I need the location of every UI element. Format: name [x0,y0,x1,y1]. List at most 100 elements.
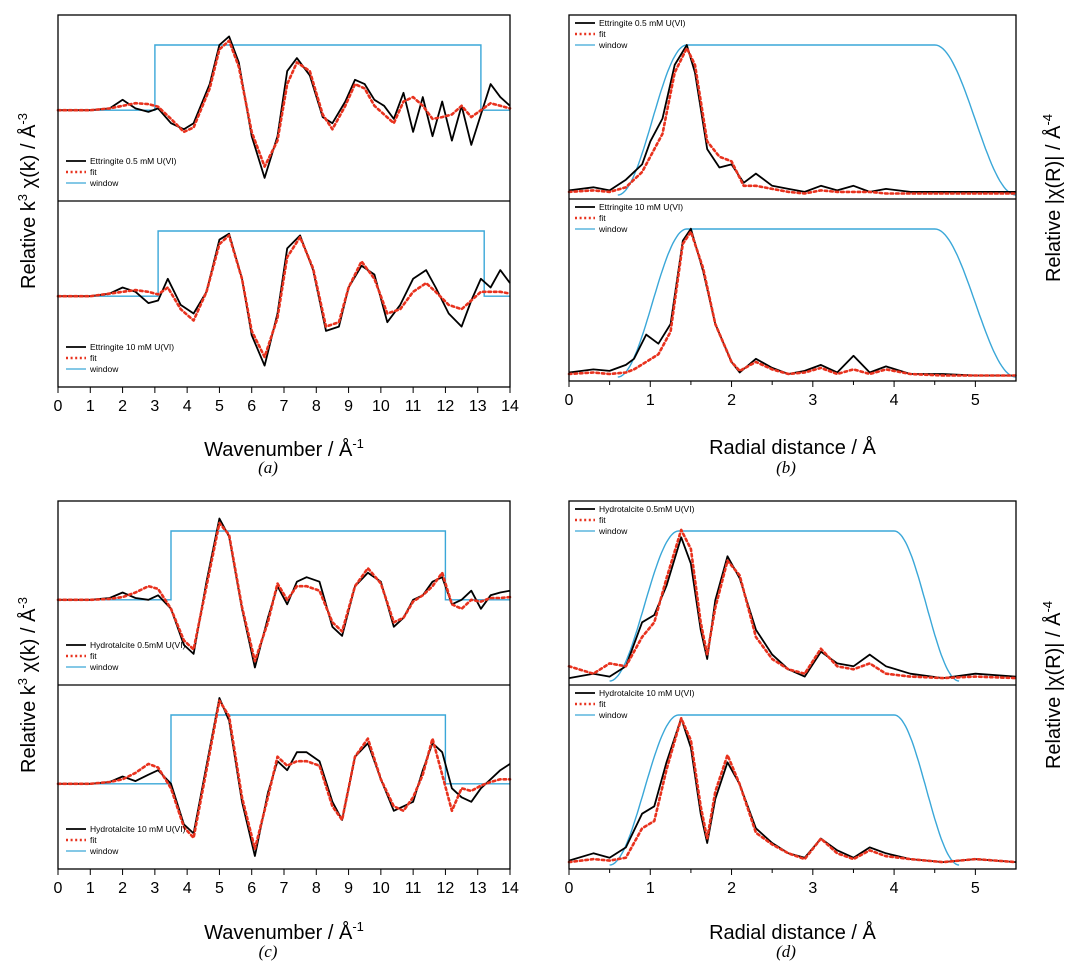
y-axis-title: Relative k3 χ(k) / Å-3 [15,113,40,289]
x-tick-label: 3 [150,880,159,897]
x-tick-label: 2 [118,880,127,897]
fit-series [56,234,512,359]
x-tick-label: 1 [86,880,95,897]
x-tick-label: 2 [118,398,127,415]
window-line [58,530,510,601]
y-axis-title: Relative |χ(R)| / Å-4 [1040,114,1065,282]
legend-entry: window [89,364,119,374]
legend-entry: window [598,224,628,234]
fit-series [56,521,512,663]
legend-entry: fit [599,515,606,525]
x-tick-label: 7 [280,398,289,415]
x-tick-label: 12 [437,880,455,897]
x-tick-label: 5 [215,880,224,897]
x-tick-label: 3 [150,398,159,415]
window-line [58,714,510,785]
window-line [617,228,1017,378]
legend-entry: window [89,662,119,672]
x-tick-label: 6 [247,880,256,897]
x-tick-label: 10 [372,398,390,415]
x-tick-label: 5 [971,880,980,897]
plot-frame [568,14,1017,382]
x-axis-title: Wavenumber / Å-1 [204,919,364,944]
x-axis-title: Radial distance / Å [709,921,876,944]
x-tick-label: 9 [344,880,353,897]
legend-entry: Ettringite 10 mM U(VI) [599,202,683,212]
legend-entry: window [598,526,628,536]
panel-b: Ettringite 0.5 mM U(VI)fitwindowEttringi… [565,14,1065,477]
x-tick-label: 4 [183,880,192,897]
x-tick-label: 9 [344,398,353,415]
legend-entry: Hydrotalcite 10 mM U(VI) [90,824,186,834]
panel-label: (d) [776,942,796,961]
window-line [58,44,510,111]
x-tick-label: 11 [405,880,422,897]
x-tick-label: 8 [312,880,321,897]
x-tick-label: 0 [565,392,574,409]
panel-label: (c) [259,942,278,961]
x-tick-label: 4 [890,880,899,897]
legend-entry: Ettringite 0.5 mM U(VI) [599,18,686,28]
window-line [58,230,510,297]
legend-entry: fit [90,835,97,845]
y-axis-title: Relative k3 χ(k) / Å-3 [15,597,40,773]
data-series [568,536,1017,679]
x-tick-label: 1 [86,398,95,415]
fit-series [567,230,1018,377]
x-tick-label: 14 [501,880,519,897]
x-tick-label: 5 [215,398,224,415]
x-tick-label: 0 [565,880,574,897]
legend-entry: Ettringite 10 mM U(VI) [90,342,174,352]
legend-entry: fit [599,29,606,39]
x-tick-label: 7 [280,880,289,897]
x-tick-label: 1 [646,392,655,409]
legend-entry: Hydrotalcite 10 mM U(VI) [599,688,695,698]
data-series [58,232,511,367]
x-tick-label: 6 [247,398,256,415]
legend-entry: fit [599,213,606,223]
data-series [58,35,511,179]
window-line [617,44,1017,196]
x-tick-label: 13 [469,880,487,897]
x-tick-label: 12 [437,398,455,415]
legend-entry: window [89,178,119,188]
x-tick-label: 5 [971,392,980,409]
legend-entry: window [598,40,628,50]
x-tick-label: 2 [727,880,736,897]
legend-entry: Ettringite 0.5 mM U(VI) [90,156,177,166]
x-axis-title: Radial distance / Å [709,436,876,459]
fit-series [56,699,512,851]
fit-series [567,528,1018,680]
panel-label: (a) [258,458,278,477]
data-series [568,44,1016,193]
fit-series [56,39,512,168]
x-axis-title: Wavenumber / Å-1 [204,436,364,461]
window-line [609,530,960,682]
window-line [609,714,960,866]
legend-entry: fit [90,651,97,661]
fit-series [567,717,1018,864]
legend-entry: fit [90,167,97,177]
x-tick-label: 10 [372,880,390,897]
x-tick-label: 14 [501,398,519,415]
legend-entry: fit [90,353,97,363]
x-tick-label: 1 [646,880,655,897]
x-tick-label: 4 [890,392,899,409]
legend-entry: fit [599,699,606,709]
